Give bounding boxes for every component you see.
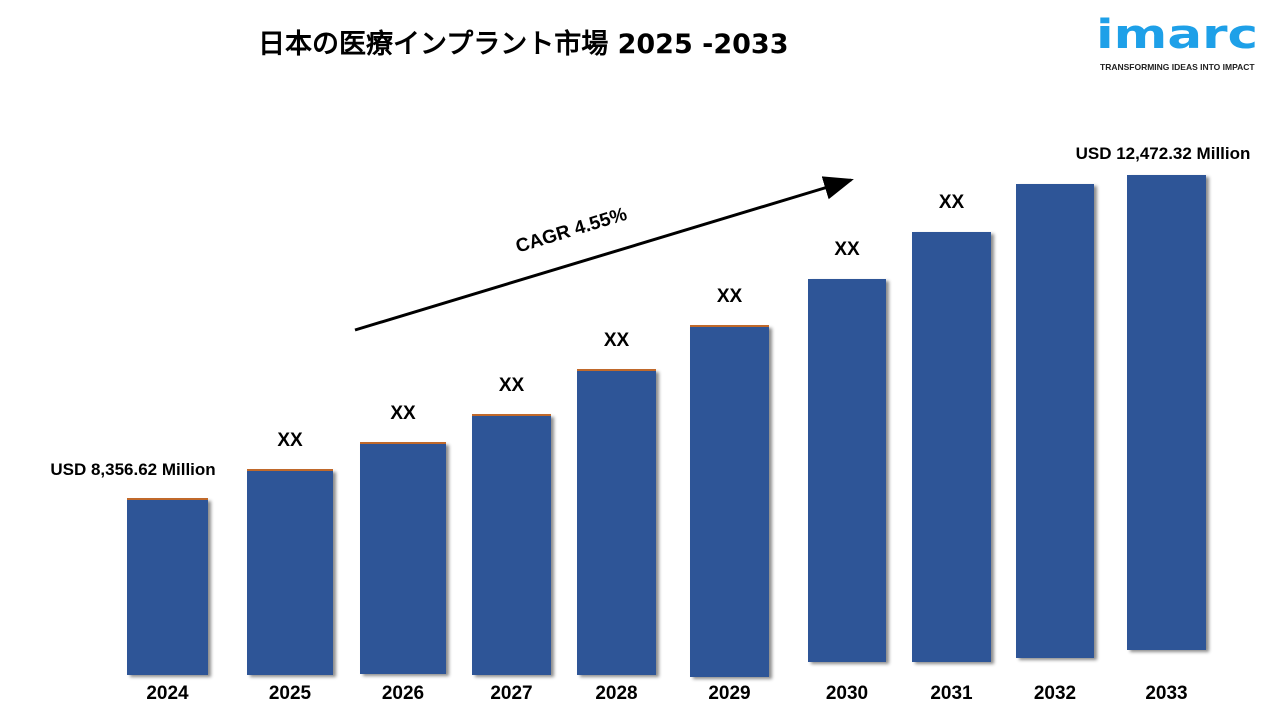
x-tick-label: 2029 <box>708 683 750 704</box>
data-label: XX <box>834 239 860 260</box>
data-label: XX <box>604 330 630 351</box>
x-tick-label: 2030 <box>826 683 868 704</box>
data-label: XX <box>277 430 303 451</box>
bar-2030 <box>808 279 886 662</box>
bar-2026 <box>360 443 446 674</box>
x-tick-label: 2028 <box>595 683 637 704</box>
data-label: XX <box>939 192 965 213</box>
x-tick-label: 2031 <box>930 683 973 704</box>
bar-edge <box>690 325 769 327</box>
bar-2029 <box>690 326 769 677</box>
data-label: USD 8,356.62 Million <box>50 460 215 479</box>
bar-2032 <box>1016 184 1094 658</box>
x-tick-label: 2033 <box>1145 683 1187 704</box>
data-label: USD 12,472.32 Million <box>1076 144 1251 163</box>
bar-2031 <box>912 232 991 662</box>
imarc-logo: imarc <box>1096 12 1258 58</box>
data-label: XX <box>390 403 416 424</box>
chart-title: 日本の医療インプラント市場 2025 -2033 <box>258 29 789 60</box>
bar-2027 <box>472 415 551 675</box>
bar-edge <box>577 369 656 371</box>
logo-wordmark: imarc <box>1096 12 1258 58</box>
cagr-label: CAGR 4.55% <box>513 204 629 258</box>
bar-2028 <box>577 370 656 675</box>
x-tick-label: 2025 <box>269 683 312 704</box>
bar-edge <box>360 442 446 444</box>
bar-2025 <box>247 470 333 675</box>
x-tick-label: 2024 <box>146 683 189 704</box>
bar-edge <box>472 414 551 416</box>
x-tick-label: 2027 <box>490 683 532 704</box>
bar-edge <box>127 498 208 500</box>
x-tick-label: 2032 <box>1034 683 1076 704</box>
logo-tagline: TRANSFORMING IDEAS INTO IMPACT <box>1100 62 1255 72</box>
x-tick-label: 2026 <box>382 683 424 704</box>
data-label: XX <box>717 286 743 307</box>
cagr-arrow <box>354 176 854 332</box>
bar-edge <box>247 469 333 471</box>
bar-2033 <box>1127 175 1206 650</box>
data-label: XX <box>499 375 525 396</box>
bar-2024 <box>127 499 208 675</box>
